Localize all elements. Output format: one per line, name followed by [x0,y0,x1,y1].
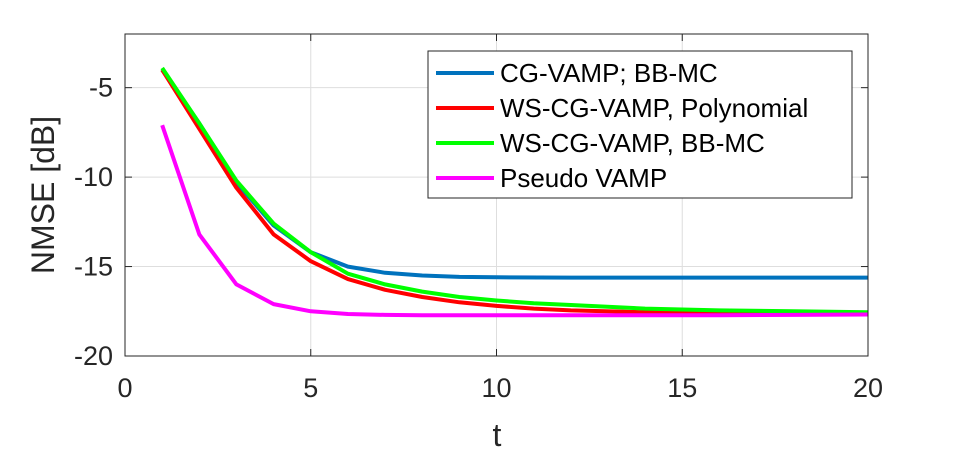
x-tick-label: 10 [481,373,511,403]
legend-box [427,50,853,199]
legend-label-1: WS-CG-VAMP, Polynomial [500,93,808,123]
legend-label-2: WS-CG-VAMP, BB-MC [500,128,765,158]
x-tick-label: 15 [667,373,697,403]
legend: CG-VAMP; BB-MC WS-CG-VAMP, Polynomial WS-C… [427,50,853,199]
series-lines [160,66,869,318]
legend-label-0: CG-VAMP; BB-MC [500,58,718,88]
x-tick-label: 0 [117,373,132,403]
legend-label-3: Pseudo VAMP [500,163,667,193]
y-axis-label: NMSE [dB] [25,116,61,274]
series-line-1 [160,68,868,316]
axis-ticks: 0 5 10 15 20 -5 -10 -15 -20 [74,34,883,403]
y-tick-label: -20 [74,341,113,371]
y-tick-label: -10 [74,162,113,192]
x-tick-label: 20 [853,373,883,403]
series-line-2 [160,66,869,315]
y-tick-label: -5 [89,73,113,103]
x-axis-label: t [493,417,502,453]
y-tick-label: -15 [74,252,113,282]
series-line-3 [160,124,869,318]
x-tick-label: 5 [303,373,318,403]
